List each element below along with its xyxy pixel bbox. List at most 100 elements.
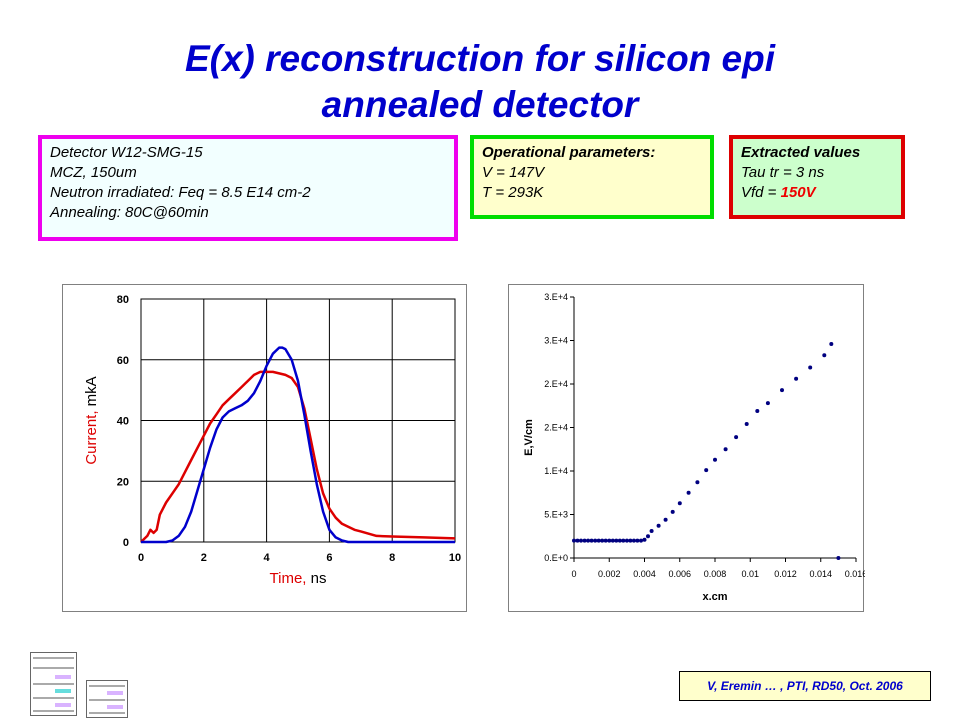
- y-tick-label: 3.E+4: [544, 292, 568, 302]
- operational-heading: Operational parameters:: [482, 144, 656, 161]
- field-data-point: [575, 538, 580, 543]
- field-data-point: [663, 517, 668, 522]
- field-data-point: [656, 523, 661, 528]
- x-tick-label: 6: [326, 552, 332, 564]
- x-tick-label: 0.008: [704, 569, 727, 579]
- field-data-point: [695, 480, 700, 485]
- x-axis-label: Time, ns: [270, 570, 327, 587]
- x-tick-label: 0.002: [598, 569, 621, 579]
- field-data-point: [713, 457, 717, 462]
- field-data-point: [822, 353, 827, 358]
- y-axis-label: E,V/cm: [523, 419, 535, 456]
- field-data-point: [734, 435, 739, 440]
- slide-title-line-2: annealed detector: [321, 84, 639, 125]
- field-position-chart: 0 0.002 0.004 0.006 0.008 0.01 0.012 0.014 0.016…: [508, 284, 865, 612]
- y-tick-label: 2.E+4: [544, 379, 568, 389]
- field-data-point: [794, 376, 799, 381]
- detector-line: MCZ, 150um: [50, 164, 137, 181]
- field-data-point: [572, 538, 576, 543]
- slide-title-line-1: E(x) reconstruction for silicon epi: [184, 38, 776, 79]
- x-tick-label: 0.01: [741, 569, 759, 579]
- slide-title: E(x) reconstruction for silicon epi anne…: [60, 36, 900, 128]
- field-data-point: [649, 529, 654, 533]
- y-tick-label: 40: [117, 416, 129, 428]
- x-tick-label: 2: [201, 552, 207, 564]
- thumbnail-parameters-table: [30, 652, 77, 716]
- x-axis-label: x.cm: [702, 591, 727, 603]
- field-data-point: [686, 490, 691, 495]
- x-tick-label: 0: [138, 552, 144, 564]
- x-tick-label: 0.016: [845, 569, 865, 579]
- field-data-point: [631, 538, 636, 543]
- field-data-point: [593, 538, 598, 543]
- field-data-point: [610, 538, 615, 543]
- field-data-point: [755, 409, 760, 413]
- field-data-point: [586, 538, 591, 543]
- x-tick-label: 0.004: [633, 569, 656, 579]
- field-data-point: [596, 538, 601, 543]
- field-data-point: [579, 538, 583, 543]
- y-tick-label: 0: [123, 537, 129, 549]
- field-data-point: [808, 365, 813, 370]
- field-data-point: [723, 447, 728, 452]
- field-data-point: [589, 538, 594, 543]
- field-data-point: [670, 509, 675, 514]
- field-data-point: [600, 538, 605, 543]
- citation-box: V, Eremin … , PTI, RD50, Oct. 2006: [679, 671, 931, 701]
- operational-line: V = 147V: [482, 164, 545, 181]
- field-data-point: [765, 401, 770, 406]
- field-data-point: [704, 468, 709, 473]
- x-tick-label: 0.012: [774, 569, 797, 579]
- x-tick-label: 10: [449, 552, 461, 564]
- detector-line: Annealing: 80C@60min: [50, 204, 209, 221]
- field-data-point: [614, 538, 619, 543]
- x-tick-label: 0.006: [668, 569, 691, 579]
- field-data-point: [617, 538, 622, 543]
- extracted-vfd: Vfd = 150V: [741, 183, 893, 203]
- y-tick-label: 80: [117, 294, 129, 306]
- field-data-point: [603, 538, 608, 543]
- y-tick-label: 1.E+4: [544, 466, 568, 476]
- current-time-chart-svg: 0 2 4 6 8 10 0 20 40 60 80 Time, ns Current, mkA: [83, 294, 461, 587]
- vfd-value: 150V: [780, 184, 816, 201]
- detector-line: Neutron irradiated: Feq = 8.5 E14 cm-2: [50, 184, 311, 201]
- operational-parameters-box: Operational parameters: V = 147V T = 293…: [470, 135, 714, 219]
- field-data-point: [646, 534, 650, 539]
- blue-current-curve: [141, 346, 455, 544]
- y-axis-label: Current, mkA: [83, 376, 100, 464]
- current-time-chart: 0 2 4 6 8 10 0 20 40 60 80 Time, ns Current, mkA: [62, 284, 467, 612]
- field-data-point: [624, 538, 629, 543]
- extracted-heading: Extracted values: [741, 144, 861, 161]
- extracted-tau: Tau tr = 3 ns: [741, 164, 825, 181]
- y-tick-label: 0.E+0: [544, 553, 568, 563]
- y-tick-label: 5.E+3: [544, 510, 568, 520]
- detector-info-box: Detector W12-SMG-15 MCZ, 150um Neutron i…: [38, 135, 458, 241]
- x-tick-label: 8: [389, 552, 395, 564]
- field-data-point: [635, 538, 640, 543]
- field-data-point: [582, 538, 587, 543]
- y-tick-label: 20: [117, 476, 129, 488]
- field-data-point: [836, 556, 841, 560]
- field-data-point: [607, 538, 612, 543]
- vfd-prefix: Vfd =: [741, 184, 781, 201]
- y-axis-label-main: Current,: [83, 410, 100, 464]
- y-axis-label-unit: mkA: [83, 376, 100, 410]
- field-data-point: [642, 537, 647, 542]
- field-data-point: [628, 538, 633, 543]
- x-tick-label: 0: [571, 569, 576, 579]
- y-tick-label: 2.E+4: [544, 423, 568, 433]
- field-data-point: [621, 538, 626, 543]
- extracted-values-box: Extracted values Tau tr = 3 ns Vfd = 150…: [729, 135, 905, 219]
- operational-line: T = 293K: [482, 184, 544, 201]
- thumbnail-extracted-table: [86, 680, 128, 718]
- x-tick-label: 4: [264, 552, 271, 564]
- field-data-point: [780, 388, 784, 393]
- red-current-curve: [140, 370, 456, 543]
- x-axis-label-unit: ns: [306, 570, 326, 587]
- y-tick-label: 60: [117, 355, 129, 367]
- field-data-point: [639, 538, 643, 543]
- field-position-chart-svg: 0 0.002 0.004 0.006 0.008 0.01 0.012 0.014 0.016…: [523, 292, 865, 603]
- y-tick-label: 3.E+4: [544, 336, 568, 346]
- field-data-point: [744, 422, 749, 426]
- field-data-point: [677, 501, 682, 506]
